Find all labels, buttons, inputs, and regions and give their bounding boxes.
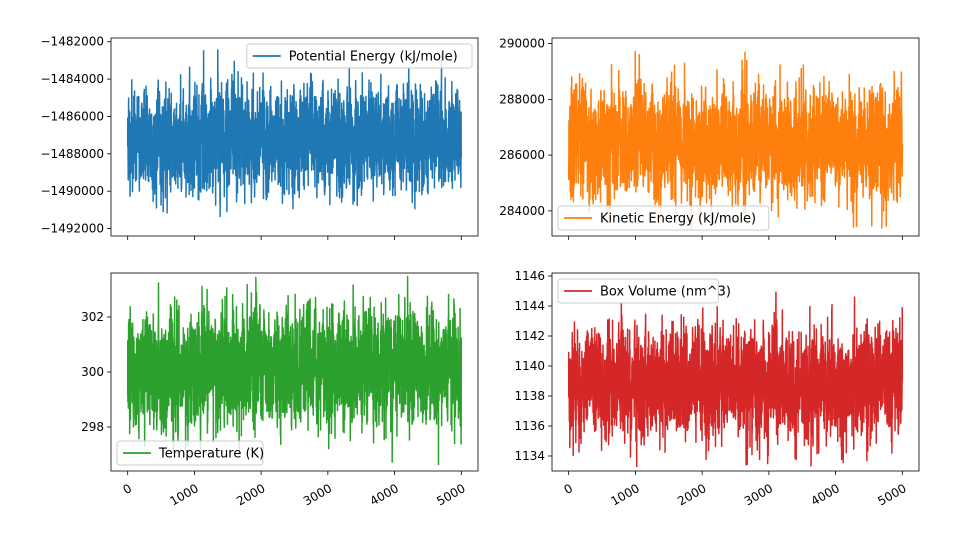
x-tick-label: 3000 bbox=[742, 481, 775, 508]
x-tick-label: 4000 bbox=[368, 481, 401, 508]
y-tick-label: 284000 bbox=[499, 204, 545, 218]
y-tick-label: 1136 bbox=[514, 419, 545, 433]
legend: Potential Energy (kJ/mole) bbox=[246, 43, 473, 69]
legend: Temperature (K) bbox=[116, 440, 264, 466]
legend-box bbox=[557, 205, 770, 231]
legend-box bbox=[557, 278, 719, 304]
y-tick-label: −1484000 bbox=[41, 72, 105, 86]
x-tick-label: 0 bbox=[561, 481, 575, 497]
x-tick-label: 0 bbox=[120, 481, 134, 497]
x-tick-label: 1000 bbox=[167, 481, 200, 508]
y-tick-label: −1486000 bbox=[41, 109, 105, 123]
x-tick-label: 5000 bbox=[434, 481, 467, 508]
subplot-4: 0 1000 2000 3000 4000 5000 1134 1136 1138 1140 114… bbox=[514, 269, 920, 508]
x-tick-label: 1000 bbox=[608, 481, 641, 508]
axes-frame bbox=[551, 37, 920, 237]
legend-box bbox=[116, 440, 264, 466]
x-tick-label: 2000 bbox=[234, 481, 267, 508]
subplot-2: 284000 286000 288000 290000 Kinetic Energy (… bbox=[499, 37, 920, 240]
y-tick-label: 1142 bbox=[514, 329, 545, 343]
legend-label: Box Volume (nm^3) bbox=[600, 285, 731, 300]
x-tick-label: 5000 bbox=[875, 481, 908, 508]
legend-box bbox=[246, 43, 473, 69]
legend: Kinetic Energy (kJ/mole) bbox=[557, 205, 770, 231]
y-tick-label: 302 bbox=[81, 310, 104, 324]
series-line bbox=[126, 275, 463, 466]
y-tick-label: 286000 bbox=[499, 148, 545, 162]
y-tick-label: 1134 bbox=[514, 449, 545, 463]
y-tick-label: −1482000 bbox=[41, 35, 105, 49]
x-tick-label: 2000 bbox=[675, 481, 708, 508]
legend-label: Potential Energy (kJ/mole) bbox=[289, 50, 458, 65]
y-tick-label: 300 bbox=[81, 365, 104, 379]
series-line bbox=[126, 49, 463, 218]
x-tick-label: 3000 bbox=[301, 481, 334, 508]
y-tick-label: 298 bbox=[81, 420, 104, 434]
axes-frame bbox=[551, 272, 920, 472]
subplot-3: 0 1000 2000 3000 4000 5000 298 300 302 Temperatur… bbox=[81, 272, 479, 508]
y-tick-label: 1138 bbox=[514, 389, 545, 403]
series-line bbox=[567, 291, 904, 468]
y-tick-label: 1144 bbox=[514, 299, 545, 313]
y-tick-label: 1140 bbox=[514, 359, 545, 373]
y-tick-label: −1488000 bbox=[41, 147, 105, 161]
legend: Box Volume (nm^3) bbox=[557, 278, 731, 304]
subplot-1: −1482000 −1484000 −1486000 −1488000 −1490000… bbox=[41, 35, 479, 240]
y-tick-label: 290000 bbox=[499, 37, 545, 51]
axes-frame bbox=[110, 37, 479, 237]
series-line bbox=[567, 50, 904, 231]
legend-label: Kinetic Energy (kJ/mole) bbox=[600, 212, 756, 227]
y-tick-label: −1490000 bbox=[41, 184, 105, 198]
y-tick-label: −1492000 bbox=[41, 222, 105, 236]
y-tick-label: 1146 bbox=[514, 269, 545, 283]
x-tick-label: 4000 bbox=[809, 481, 842, 508]
legend-label: Temperature (K) bbox=[158, 447, 264, 462]
y-tick-label: 288000 bbox=[499, 92, 545, 106]
